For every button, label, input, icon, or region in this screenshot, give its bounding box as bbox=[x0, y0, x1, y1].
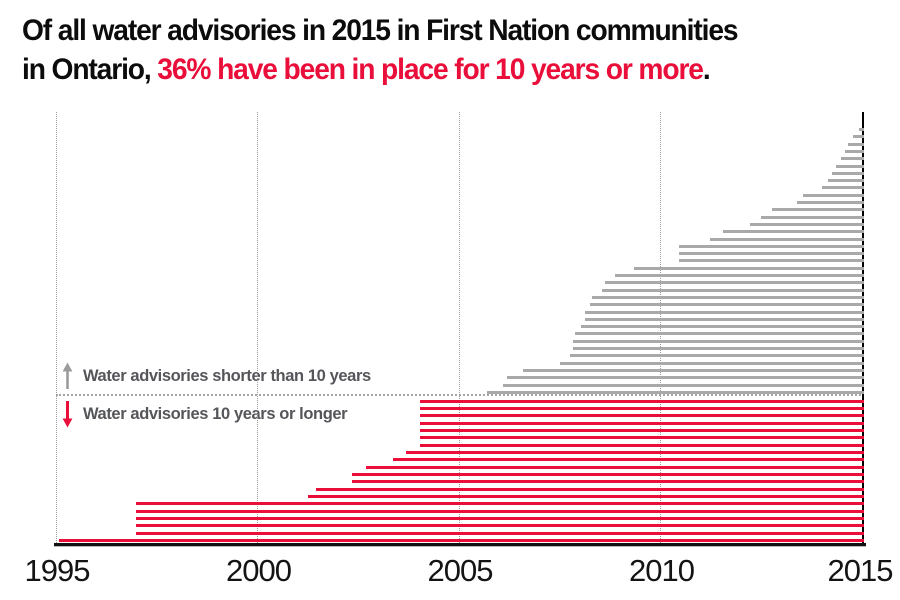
advisory-bar-short bbox=[487, 390, 864, 394]
advisory-bar-short bbox=[604, 281, 864, 285]
advisory-bar-long bbox=[419, 443, 864, 447]
legend-longer: Water advisories 10 years or longer bbox=[61, 400, 348, 428]
advisory-bar-long bbox=[419, 406, 864, 410]
x-axis-line bbox=[54, 543, 866, 546]
x-axis-tick-label: 2015 bbox=[827, 553, 894, 588]
advisory-bar-long bbox=[136, 531, 864, 535]
advisory-bar-short bbox=[841, 157, 864, 161]
advisory-bar-long bbox=[136, 509, 864, 513]
advisory-bar-long bbox=[419, 414, 864, 418]
advisory-bar-short bbox=[679, 259, 864, 263]
year-gridline bbox=[257, 112, 258, 543]
advisory-bar-short bbox=[722, 230, 864, 234]
arrow-up-icon bbox=[62, 362, 73, 389]
x-axis-tick-label: 1995 bbox=[24, 553, 91, 588]
advisory-bar-short bbox=[797, 201, 864, 204]
advisory-bar-long bbox=[352, 473, 864, 476]
advisory-bar-short bbox=[633, 266, 864, 270]
advisory-bar-short bbox=[832, 171, 864, 175]
advisory-bar-short bbox=[760, 215, 864, 219]
advisory-bar-long bbox=[307, 495, 864, 499]
advisory-bar-short bbox=[710, 237, 864, 241]
legend-shorter-label: Water advisories shorter than 10 years bbox=[83, 366, 371, 385]
advisory-bar-short bbox=[569, 354, 864, 358]
advisory-bar-long bbox=[419, 436, 864, 440]
advisory-bar-short bbox=[585, 317, 864, 321]
x-axis-tick-label: 2005 bbox=[427, 553, 494, 588]
advisory-bar-long bbox=[58, 539, 864, 543]
x-axis-tick-label: 2000 bbox=[226, 553, 292, 588]
advisory-bar-short bbox=[749, 222, 864, 226]
advisory-bar-long bbox=[419, 421, 864, 425]
advisory-bar-short bbox=[506, 376, 864, 380]
advisory-bar-short bbox=[803, 193, 864, 197]
legend-shorter: Water advisories shorter than 10 years bbox=[61, 362, 371, 390]
title-highlight: 36% have been in place for 10 years or m… bbox=[157, 53, 704, 86]
advisory-bar-short bbox=[679, 244, 864, 248]
advisory-bar-short bbox=[502, 383, 864, 387]
advisory-bar-short bbox=[581, 325, 864, 329]
year-gridline bbox=[55, 112, 57, 543]
advisory-bar-long bbox=[406, 450, 864, 454]
advisory-timeline-chart: Water advisories shorter than 10 years W… bbox=[0, 112, 900, 543]
advisory-bar-short bbox=[614, 274, 864, 277]
legend-longer-label: Water advisories 10 years or longer bbox=[83, 404, 348, 423]
title-line1: Of all water advisories in 2015 in First… bbox=[22, 14, 739, 47]
year-gridline bbox=[458, 112, 460, 543]
advisory-bar-short bbox=[573, 347, 864, 350]
arrow-down-icon bbox=[62, 401, 73, 428]
advisory-bar-long bbox=[365, 465, 864, 469]
advisory-bar-short bbox=[585, 310, 864, 314]
advisory-bar-short bbox=[679, 252, 864, 256]
advisory-bar-short bbox=[845, 149, 864, 153]
title-line2-suffix: . bbox=[702, 53, 711, 86]
advisory-bar-short bbox=[575, 332, 864, 336]
x-axis-tick-label: 2010 bbox=[629, 553, 695, 588]
advisory-bar-short bbox=[836, 164, 864, 168]
advisory-bar-short bbox=[853, 135, 864, 139]
advisory-bar-long bbox=[419, 399, 864, 403]
advisory-bar-short bbox=[859, 128, 864, 131]
advisory-bar-short bbox=[523, 368, 864, 372]
advisory-bar-short bbox=[772, 208, 864, 212]
advisory-bar-short bbox=[822, 186, 864, 190]
advisory-bar-short bbox=[560, 361, 864, 365]
advisory-bar-short bbox=[573, 339, 864, 343]
advisory-bar-short bbox=[847, 142, 864, 146]
x-axis-line-shadow bbox=[54, 546, 866, 548]
advisory-bar-short bbox=[591, 295, 864, 299]
title-line2-prefix: in Ontario, bbox=[22, 53, 158, 86]
advisory-bar-long bbox=[136, 524, 864, 528]
chart-title: Of all water advisories in 2015 in First… bbox=[22, 11, 739, 89]
ten-year-separator-line bbox=[56, 394, 864, 396]
advisory-bar-long bbox=[419, 428, 864, 432]
advisory-bar-long bbox=[136, 502, 864, 506]
advisory-bar-long bbox=[392, 458, 864, 462]
advisory-bar-short bbox=[602, 288, 864, 292]
advisory-bar-long bbox=[352, 480, 864, 484]
advisory-bar-long bbox=[315, 487, 864, 491]
advisory-bar-short bbox=[589, 303, 864, 307]
advisory-bar-long bbox=[136, 517, 864, 521]
advisory-bar-short bbox=[828, 179, 864, 183]
